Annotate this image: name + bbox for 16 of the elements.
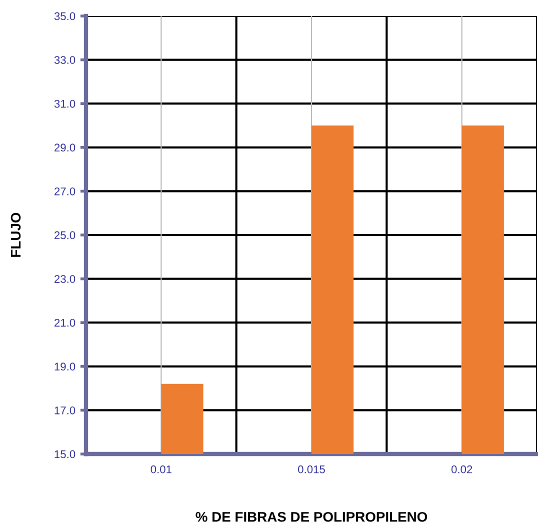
x-tick-label: 0.01 — [150, 465, 172, 474]
y-tick-label: 35.0 — [54, 12, 76, 20]
x-tick-label: 0.02 — [451, 465, 472, 474]
y-tick-label: 15.0 — [54, 450, 76, 458]
y-axis-title: FLUJO — [10, 212, 21, 257]
y-tick-label: 27.0 — [54, 187, 76, 196]
y-tick-label: 17.0 — [54, 406, 76, 414]
y-tick-label: 23.0 — [54, 275, 76, 283]
y-tick-label: 33.0 — [54, 56, 76, 64]
x-tick-label: 0.015 — [298, 465, 325, 474]
y-tick-label: 25.0 — [54, 231, 76, 240]
y-tick-label: 29.0 — [54, 144, 76, 152]
y-tick-label: 21.0 — [54, 318, 76, 327]
y-tick-label: 19.0 — [54, 362, 76, 371]
y-tick-label: 31.0 — [54, 100, 76, 108]
x-axis-title: % DE FIBRAS DE POLIPROPILENO — [196, 512, 428, 522]
